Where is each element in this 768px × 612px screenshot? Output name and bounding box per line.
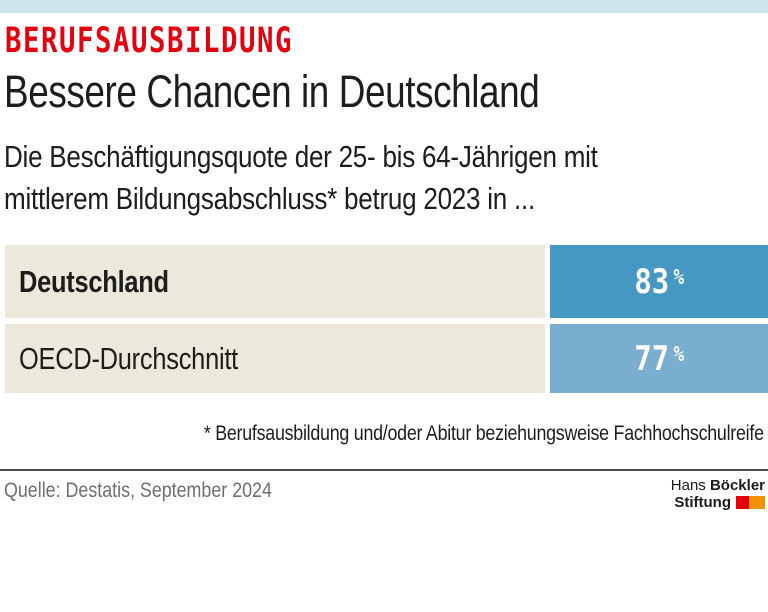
logo-red-square-icon [736,496,749,509]
bar-value: 77% [634,339,684,379]
bar-label-cell: Deutschland [5,245,545,318]
logo-text-hans: Hans [670,477,706,494]
kicker-label: BERUFSAUSBILDUNG [5,21,293,61]
bar-value-number: 77 [634,338,669,379]
chart-subtitle: Die Beschäftigungsquote der 25- bis 64-J… [4,136,598,220]
footer-divider [0,469,768,471]
logo-text-stiftung: Stiftung [674,494,731,511]
footnote-text: * Berufsausbildung und/oder Abitur bezie… [204,422,764,445]
subtitle-line-2: mittlerem Bildungsabschluss* betrug 2023… [4,181,535,216]
bar-value: 83% [634,262,684,302]
bar-value-number: 83 [634,261,669,302]
logo-marks [736,496,765,518]
bar-label: OECD-Durchschnitt [19,340,239,376]
page-title: Bessere Chancen in Deutschland [4,66,540,117]
bar-value-cell: 83% [550,245,768,318]
bar-value-unit: % [673,264,684,289]
bar-label-cell: OECD-Durchschnitt [5,324,545,393]
top-accent-strip [0,0,768,13]
logo-line-2: Stiftung [671,494,765,518]
subtitle-line-1: Die Beschäftigungsquote der 25- bis 64-J… [4,139,598,174]
source-text: Quelle: Destatis, September 2024 [4,479,272,502]
bar-value-cell: 77% [550,324,768,393]
bar-value-unit: % [673,341,684,366]
logo-line-1: Hans Böckler [671,477,765,494]
bar-label: Deutschland [19,263,169,299]
bar-row-deutschland: Deutschland 83% [5,245,768,318]
bar-row-oecd: OECD-Durchschnitt 77% [5,324,768,393]
hans-boeckler-stiftung-logo: Hans Böckler Stiftung [671,477,765,518]
logo-orange-square-icon [749,496,765,509]
logo-text-boeckler: Böckler [709,477,765,494]
